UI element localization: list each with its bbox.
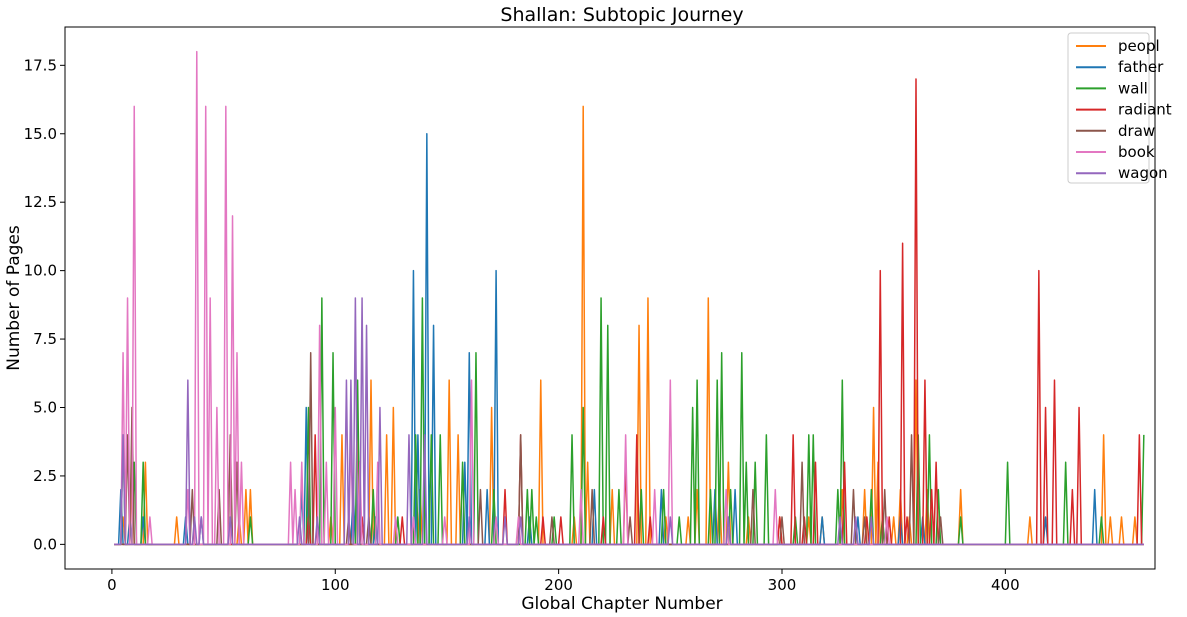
x-tick-label: 0 [107,576,117,594]
y-tick-label: 0.0 [33,535,57,553]
y-tick-label: 2.5 [33,467,57,485]
series-line-peopl [114,105,1144,546]
series-line-draw [114,352,1144,546]
plot-frame [64,26,1156,570]
series-line-radiant [114,78,1144,546]
y-tick-label: 17.5 [24,56,57,74]
x-tick-label: 400 [991,576,1020,594]
legend-label-book: book [1118,143,1155,161]
legend-label-peopl: peopl [1118,37,1160,55]
series-line-father [114,133,1144,546]
y-tick-label: 5.0 [33,398,57,416]
y-tick-label: 10.0 [24,262,57,280]
legend-box [1067,32,1150,184]
series-line-book [114,50,1144,546]
y-tick-label: 15.0 [24,125,57,143]
series-layer [114,50,1145,546]
legend: peopl father wall radiant draw book wagon [1067,32,1172,184]
y-axis-title: Number of Pages [4,225,24,371]
y-axis-ticks: 0.0 2.5 5.0 7.5 10.0 12.5 15.0 17.5 [24,56,65,553]
y-tick-label: 7.5 [33,330,57,348]
legend-label-radiant: radiant [1118,101,1172,119]
x-axis-ticks: 0 100 200 300 400 [107,569,1020,594]
legend-label-wagon: wagon [1118,164,1168,182]
x-axis-title: Global Chapter Number [521,594,722,614]
series-line-wagon [114,297,1144,546]
x-tick-label: 100 [321,576,350,594]
legend-label-draw: draw [1118,122,1155,140]
legend-label-father: father [1118,58,1164,76]
y-tick-label: 12.5 [24,193,57,211]
x-tick-label: 300 [768,576,797,594]
x-tick-label: 200 [544,576,573,594]
legend-label-wall: wall [1118,79,1148,97]
chart-title: Shallan: Subtopic Journey [500,4,743,26]
series-line-wall [114,297,1145,546]
